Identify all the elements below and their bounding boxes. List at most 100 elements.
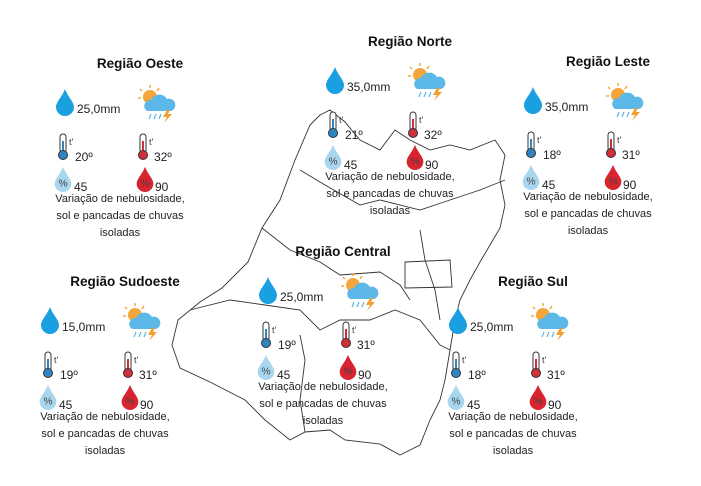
thermometer-cold-icon: t' [42,351,59,384]
description-line: isoladas [99,227,141,239]
region-title: Região Sul [498,274,568,289]
description-line: isoladas [492,445,534,457]
region-title: Região Leste [565,54,651,69]
svg-text:%: % [410,156,419,167]
svg-text:%: % [58,178,67,189]
svg-text:t': t' [69,137,73,147]
humidity-low-icon: % [53,166,73,197]
humidity-max: 90 [623,178,637,192]
description-line: Variação de nebulosidade, [325,171,455,183]
region-title: Região Central [295,244,391,259]
svg-text:t': t' [339,115,343,125]
temp-min: 18º [543,148,561,162]
svg-text:t': t' [617,135,621,145]
thermometer-hot-icon: t' [605,131,622,164]
svg-text:%: % [533,396,542,407]
svg-text:%: % [43,396,52,407]
svg-text:t': t' [134,355,138,365]
forecast-description: Variação de nebulosidade, sol e pancadas… [418,409,608,460]
thermometer-hot-icon: t' [340,321,357,354]
humidity-max: 90 [358,368,372,382]
rain-amount: 25,0mm [280,290,324,304]
svg-text:t': t' [54,355,58,365]
region-boundary [261,227,411,301]
temp-max: 31º [622,148,640,162]
svg-text:%: % [526,176,535,187]
humidity-high-icon: % [528,384,548,415]
svg-text:%: % [261,366,270,377]
sun-cloud-rain-lightning-icon [137,84,177,129]
description-line: sol e pancadas de chuvas [449,428,577,440]
forecast-description: Variação de nebulosidade, sol e pancadas… [10,409,200,460]
rain-amount: 15,0mm [62,320,106,334]
sun-cloud-rain-lightning-icon [407,62,447,107]
humidity-low-icon: % [446,384,466,415]
sun-cloud-rain-lightning-icon [530,302,570,347]
humidity-min: 45 [277,368,291,382]
thermometer-cold-icon: t' [525,131,542,164]
temp-max: 31º [357,338,375,352]
humidity-min: 45 [59,398,73,412]
temp-min: 21º [345,128,363,142]
svg-text:t': t' [149,137,153,147]
rain-amount: 25,0mm [77,102,121,116]
humidity-min: 45 [542,178,556,192]
thermometer-cold-icon: t' [450,351,467,384]
description-line: Variação de nebulosidade, [258,381,388,393]
humidity-min: 45 [467,398,481,412]
humidity-max: 90 [425,158,439,172]
svg-text:t': t' [272,325,276,335]
temp-max: 31º [139,368,157,382]
svg-text:%: % [343,366,352,377]
humidity-min: 45 [74,180,88,194]
region-sudoeste: Região Sudoeste 15,0mm t' 19º t' 31º % 4… [39,274,200,457]
thermometer-cold-icon: t' [327,111,344,144]
temp-min: 19º [60,368,78,382]
temp-max: 32º [154,150,172,164]
description-line: sol e pancadas de chuvas [524,208,652,220]
svg-text:%: % [451,396,460,407]
forecast-description: Variação de nebulosidade, sol e pancadas… [493,189,683,240]
humidity-max: 90 [548,398,562,412]
region-sul: Região Sul 25,0mm t' 18º t' 31º % 45 % 9… [446,274,608,457]
sun-cloud-rain-lightning-icon [340,272,380,317]
region-boundary [419,229,441,321]
svg-text:t': t' [537,135,541,145]
region-title: Região Sudoeste [70,274,180,289]
humidity-high-icon: % [338,354,358,385]
thermometer-hot-icon: t' [137,133,154,166]
region-boundary [189,299,451,351]
map-border [171,109,506,456]
raindrop-icon [258,276,278,309]
rain-amount: 35,0mm [545,100,589,114]
region-norte: Região Norte 35,0mm t' 21º t' 32º % 45 %… [324,34,485,217]
region-boundary [299,334,306,433]
forecast-description: Variação de nebulosidade, sol e pancadas… [228,379,418,430]
svg-text:t': t' [352,325,356,335]
description-line: Variação de nebulosidade, [40,411,170,423]
svg-text:t': t' [419,115,423,125]
thermometer-hot-icon: t' [407,111,424,144]
description-line: sol e pancadas de chuvas [56,210,184,222]
raindrop-icon [55,88,75,121]
forecast-description: Variação de nebulosidade, sol e pancadas… [25,191,215,242]
humidity-max: 90 [155,180,169,194]
humidity-min: 45 [344,158,358,172]
region-oeste: Região Oeste 25,0mm t' 20º t' 32º % 45 %… [53,56,215,239]
region-central: Região Central 25,0mm t' 19º t' 31º % 45… [257,244,418,427]
humidity-max: 90 [140,398,154,412]
thermometer-hot-icon: t' [530,351,547,384]
sun-cloud-rain-lightning-icon [122,302,162,347]
description-line: sol e pancadas de chuvas [259,398,387,410]
temp-max: 31º [547,368,565,382]
description-line: sol e pancadas de chuvas [326,188,454,200]
description-line: isoladas [567,225,609,237]
temp-min: 19º [278,338,296,352]
rain-amount: 25,0mm [470,320,514,334]
svg-text:%: % [608,176,617,187]
temp-min: 20º [75,150,93,164]
humidity-high-icon: % [135,166,155,197]
description-line: isoladas [302,415,344,427]
